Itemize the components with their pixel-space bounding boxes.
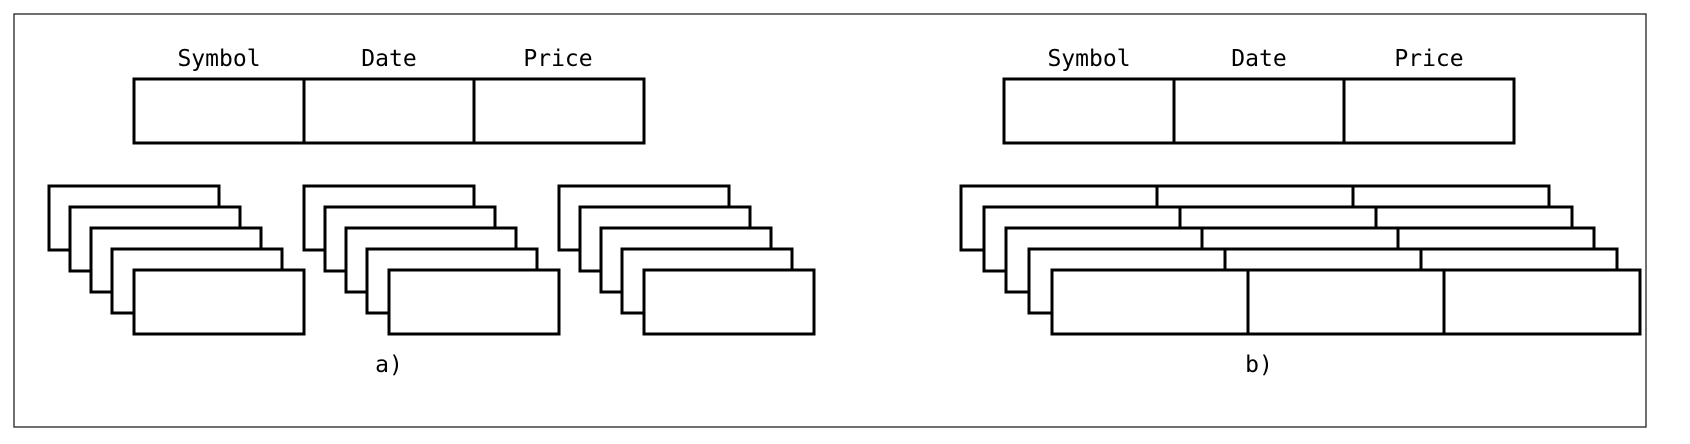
panel-b-header-label-date: Date <box>1231 46 1286 72</box>
panel-b-header-label-price: Price <box>1394 46 1463 72</box>
panel-a-stack-card <box>387 268 561 336</box>
panel-a-header-label-price: Price <box>523 46 592 72</box>
panel-a-header-label-date: Date <box>361 46 416 72</box>
panel-a-caption: a) <box>375 352 403 378</box>
panel-b-stack-row-box <box>1050 268 1642 336</box>
panel-a-stack-card <box>132 268 306 336</box>
panel-b-header-row-box <box>1002 77 1516 145</box>
panel-a-stack-card <box>642 268 816 336</box>
panel-b-stack-row <box>1050 268 1642 336</box>
panel-a-header-label-symbol: Symbol <box>177 46 260 72</box>
panel-a: Symbol Date Price <box>47 46 816 378</box>
panel-a-header-row <box>132 77 646 145</box>
panel-b-caption: b) <box>1245 352 1273 378</box>
panel-b-header-label-symbol: Symbol <box>1047 46 1130 72</box>
panel-a-header-row-box <box>132 77 646 145</box>
panel-a-stack-date <box>302 184 561 336</box>
panel-a-stack-symbol <box>47 184 306 336</box>
panel-b-stack-rows <box>959 184 1642 336</box>
panel-b: Symbol Date Price <box>959 46 1642 378</box>
panel-b-header-row <box>1002 77 1516 145</box>
panel-a-stack-price <box>557 184 816 336</box>
